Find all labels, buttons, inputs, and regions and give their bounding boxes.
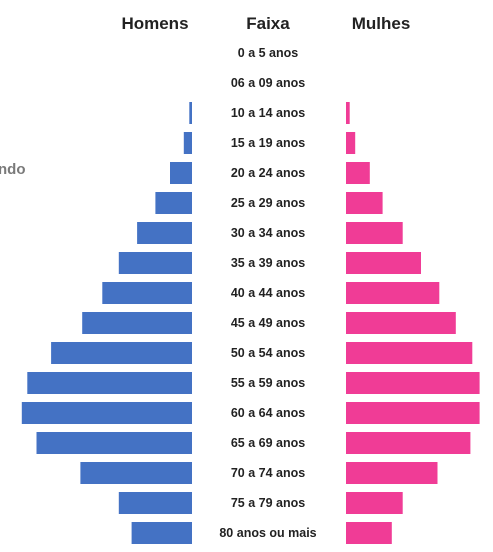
bar-homens-13 (36, 432, 192, 454)
bar-homens-5 (155, 192, 192, 214)
bar-mulhes-15 (346, 492, 403, 514)
bar-mulhes-13 (346, 432, 471, 454)
age-band-header: Faixa (246, 14, 290, 33)
age-band-label-10: 50 a 54 anos (231, 346, 305, 360)
bar-homens-14 (80, 462, 192, 484)
cut-off-label: ndo (0, 161, 26, 178)
age-band-label-0: 0 a 5 anos (238, 46, 298, 60)
age-band-label-8: 40 a 44 anos (231, 286, 305, 300)
bar-homens-12 (21, 402, 192, 424)
women-header: Mulhes (352, 14, 411, 33)
age-band-label-15: 75 a 79 anos (231, 496, 305, 510)
bar-mulhes-3 (346, 132, 356, 154)
age-band-label-12: 60 a 64 anos (231, 406, 305, 420)
bar-mulhes-5 (346, 192, 383, 214)
age-band-label-16: 80 anos ou mais (219, 526, 316, 540)
bar-homens-15 (118, 492, 192, 514)
bar-homens-11 (27, 372, 192, 394)
age-band-label-14: 70 a 74 anos (231, 466, 305, 480)
bar-homens-16 (131, 522, 192, 544)
age-band-label-2: 10 a 14 anos (231, 106, 305, 120)
bar-mulhes-6 (346, 222, 403, 244)
bar-mulhes-11 (346, 372, 480, 394)
bar-mulhes-16 (346, 522, 392, 544)
bar-homens-3 (183, 132, 192, 154)
bar-homens-2 (189, 102, 192, 124)
bar-mulhes-7 (346, 252, 421, 274)
bar-homens-7 (118, 252, 192, 274)
age-band-label-6: 30 a 34 anos (231, 226, 305, 240)
men-header: Homens (121, 14, 188, 33)
bar-homens-4 (170, 162, 192, 184)
age-labels-group: 0 a 5 anos 06 a 09 anos 10 a 14 anos 15 a 1… (219, 46, 316, 540)
age-band-label-5: 25 a 29 anos (231, 196, 305, 210)
bar-homens-10 (51, 342, 192, 364)
bar-mulhes-8 (346, 282, 440, 304)
age-band-label-13: 65 a 69 anos (231, 436, 305, 450)
bar-homens-6 (137, 222, 192, 244)
bar-mulhes-14 (346, 462, 438, 484)
age-band-label-1: 06 a 09 anos (231, 76, 305, 90)
age-band-label-4: 20 a 24 anos (231, 166, 305, 180)
bar-mulhes-10 (346, 342, 473, 364)
age-band-label-7: 35 a 39 anos (231, 256, 305, 270)
bar-mulhes-2 (346, 102, 350, 124)
bar-mulhes-4 (346, 162, 370, 184)
age-band-label-11: 55 a 59 anos (231, 376, 305, 390)
age-band-label-9: 45 a 49 anos (231, 316, 305, 330)
bar-mulhes-9 (346, 312, 456, 334)
bar-mulhes-12 (346, 402, 480, 424)
bar-homens-9 (82, 312, 192, 334)
age-band-label-3: 15 a 19 anos (231, 136, 305, 150)
bars-group (21, 102, 480, 544)
bar-homens-8 (102, 282, 192, 304)
